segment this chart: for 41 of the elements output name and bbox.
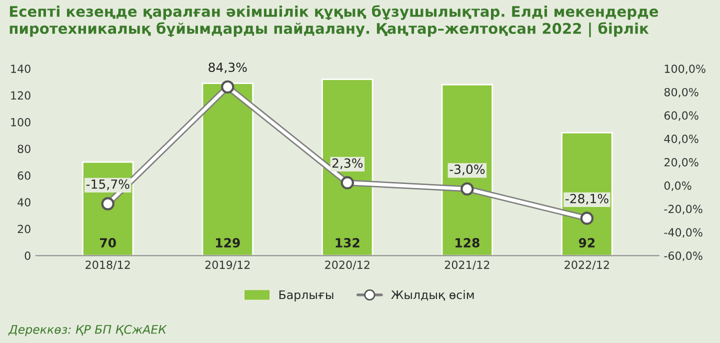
point	[580, 212, 594, 225]
legend-label: Барлығы	[279, 290, 334, 302]
y-tick-label: 20	[18, 224, 30, 234]
x-tick-label: 2019/12	[205, 260, 250, 270]
x-tick-label: 2018/12	[86, 260, 130, 270]
point	[221, 80, 234, 94]
x-tick-label: 2022/12	[564, 260, 609, 270]
point	[460, 182, 474, 196]
data-label: 128	[456, 238, 480, 248]
y-tick-label: 140	[11, 64, 30, 73]
y2-tick-label: 80,0%	[664, 88, 698, 98]
x-tick-label: 2020/12	[325, 260, 370, 270]
data-label: 2,3%	[332, 158, 363, 170]
y-tick-label: 60	[18, 171, 30, 180]
legend-label: Жылдық өсім	[391, 290, 474, 301]
y2-tick-label: 40,0%	[664, 134, 698, 144]
y-tick-label: 120	[11, 91, 30, 100]
point	[101, 197, 114, 210]
data-label: 70	[100, 238, 116, 248]
y2-tick-label: -60,0%	[664, 252, 702, 262]
x-tick-label: 2021/12	[444, 260, 490, 270]
y2-tick-label: -40,0%	[664, 228, 702, 238]
data-label: 129	[216, 238, 240, 248]
y2-tick-label: 0,0%	[664, 181, 692, 191]
y2-tick-label: 60,0%	[664, 111, 698, 121]
data-label: 84,3%	[208, 62, 247, 74]
y-tick-label: 0	[24, 252, 30, 260]
data-label: -15,7%	[86, 179, 130, 190]
data-label: 132	[336, 238, 360, 248]
data-label: -28,1%	[565, 194, 608, 205]
y2-tick-label: -20,0%	[664, 204, 702, 214]
y2-tick-label: 20,0%	[664, 158, 698, 168]
y2-tick-label: 100,0%	[664, 64, 706, 74]
data-label: 92	[578, 238, 595, 248]
y-tick-label: 80	[18, 144, 30, 154]
point	[340, 176, 354, 190]
text: Дереккөз: ҚР БП ҚСжАЕК	[8, 324, 167, 336]
data-label: -3,0%	[450, 164, 485, 176]
y-tick-label: 100	[11, 118, 30, 126]
chart-title: Есепті кезеңде қаралған әкімшілік құқық бұзушылықтар. Елді мекендерде пиротехникалық бұйымдарды пайдалану. Қаңтар–желтоқсан 2022 | бірлік	[10, 5, 658, 38]
y-tick-label: 40	[18, 198, 30, 207]
